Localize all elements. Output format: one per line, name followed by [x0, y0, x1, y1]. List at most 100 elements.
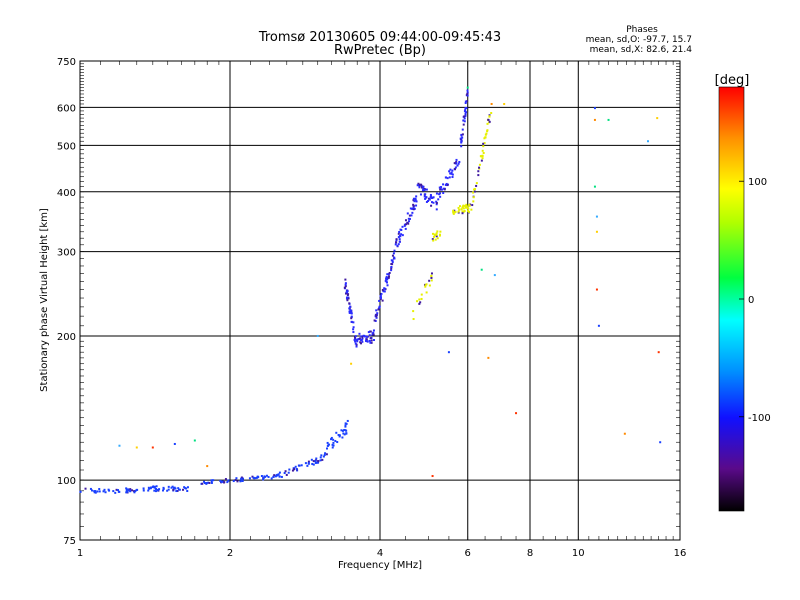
data-point	[142, 487, 145, 490]
data-point	[418, 298, 421, 301]
data-point	[294, 465, 297, 468]
data-point	[595, 215, 598, 218]
data-point	[358, 332, 361, 335]
data-point	[659, 441, 662, 444]
data-point	[457, 206, 460, 209]
data-point	[254, 477, 257, 480]
data-point	[361, 337, 364, 340]
data-point	[369, 337, 372, 340]
data-point	[345, 422, 348, 425]
data-point	[386, 273, 389, 276]
data-point	[375, 313, 378, 316]
data-point	[477, 170, 480, 173]
data-point	[435, 201, 438, 204]
data-point	[350, 316, 353, 319]
data-point	[393, 257, 396, 260]
data-point	[424, 284, 427, 287]
data-point	[435, 192, 438, 195]
data-point	[349, 305, 352, 308]
data-point	[410, 214, 413, 217]
data-point	[390, 263, 393, 266]
data-point	[338, 435, 341, 438]
data-point	[457, 162, 460, 165]
data-point	[283, 472, 286, 475]
data-point	[454, 166, 457, 169]
data-point	[435, 203, 438, 206]
data-point	[388, 275, 391, 278]
data-point	[220, 481, 223, 484]
data-point	[467, 210, 470, 213]
data-point	[450, 171, 453, 174]
data-point	[473, 190, 476, 193]
data-point	[118, 490, 121, 493]
data-point	[431, 196, 434, 199]
data-point	[273, 474, 276, 477]
data-point	[272, 475, 275, 478]
data-point	[393, 249, 396, 252]
data-point	[357, 338, 360, 341]
data-point	[114, 491, 117, 494]
data-point	[374, 319, 377, 322]
data-point	[174, 487, 177, 490]
data-point	[408, 220, 411, 223]
data-point	[327, 444, 330, 447]
data-point	[263, 475, 266, 478]
data-point	[321, 458, 324, 461]
data-point	[390, 269, 393, 272]
data-point	[284, 470, 287, 473]
data-point	[390, 259, 393, 262]
data-point	[439, 188, 442, 191]
data-point	[94, 491, 97, 494]
data-point	[464, 206, 467, 209]
data-point	[397, 243, 400, 246]
x-tick-label: 10	[572, 548, 585, 559]
data-point	[398, 231, 401, 234]
data-point	[462, 210, 465, 213]
data-point	[369, 330, 372, 333]
data-point	[352, 326, 355, 329]
minor-ticks	[80, 61, 680, 540]
data-point	[378, 306, 381, 309]
data-point	[439, 233, 441, 236]
data-point	[459, 137, 462, 140]
data-point	[490, 112, 493, 115]
data-point	[423, 188, 426, 191]
data-point	[236, 480, 239, 483]
data-point	[118, 444, 121, 447]
data-point	[478, 166, 481, 169]
data-point	[372, 329, 375, 332]
data-point	[412, 318, 415, 321]
data-point	[421, 189, 424, 192]
data-point	[428, 284, 431, 287]
x-tick-label: 1	[77, 548, 83, 559]
y-tick-label: 400	[57, 188, 76, 199]
data-point	[386, 284, 389, 287]
data-point	[407, 217, 410, 220]
data-point	[134, 489, 137, 492]
data-point	[406, 212, 409, 215]
data-point	[418, 186, 421, 189]
data-point	[383, 290, 386, 293]
data-point	[438, 186, 441, 189]
data-point	[481, 149, 484, 152]
data-point	[365, 335, 368, 338]
data-points	[79, 86, 662, 494]
data-point	[223, 481, 226, 484]
x-tick-label: 6	[465, 548, 471, 559]
data-point	[142, 489, 145, 492]
data-point	[449, 168, 452, 171]
data-point	[319, 459, 322, 462]
data-point	[431, 232, 434, 235]
data-point	[377, 307, 380, 310]
data-point	[420, 184, 423, 187]
data-point	[345, 291, 348, 294]
data-point	[463, 110, 466, 113]
data-point	[381, 288, 384, 291]
data-point	[420, 297, 423, 300]
data-point	[460, 145, 463, 148]
data-point	[403, 224, 406, 227]
data-point	[361, 340, 364, 343]
data-point	[385, 277, 388, 280]
data-point	[413, 200, 416, 203]
